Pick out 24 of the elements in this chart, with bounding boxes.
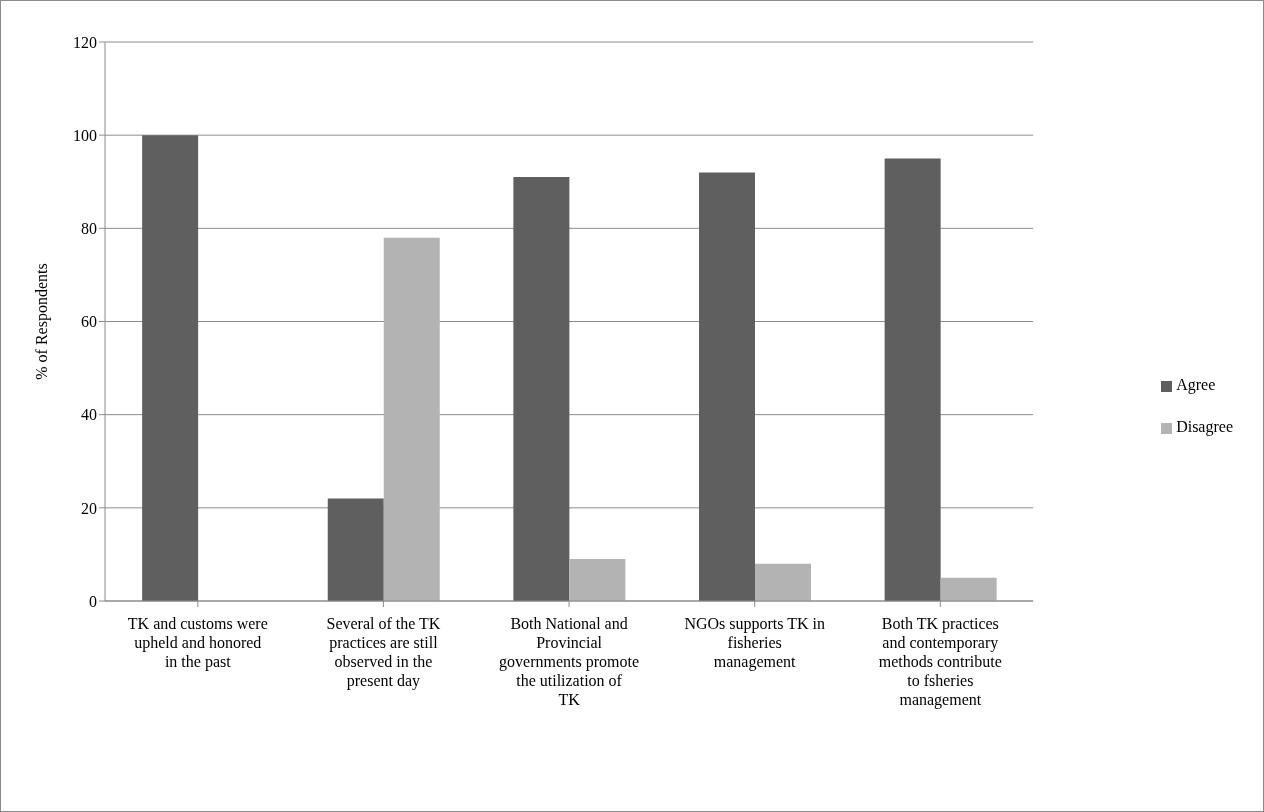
bar [569,559,626,601]
y-tick-label: 80 [81,220,97,238]
y-tick-label: 100 [73,126,97,144]
bar [940,577,997,601]
y-tick-label: 60 [81,313,97,331]
bar [884,158,941,601]
bar [699,172,756,601]
legend-label: Disagree [1176,418,1233,435]
y-axis-title: % of Respondents [32,263,51,380]
y-tick-label: 40 [81,406,97,424]
y-tick-label: 0 [89,592,97,610]
bar [755,563,812,601]
y-tick-label: 20 [81,499,97,517]
bar [383,237,440,601]
bar [142,135,199,601]
x-tick-label: NGOs supports TK in fisheries management [684,615,825,671]
y-tick-label: 120 [73,33,97,51]
bar [513,177,570,601]
x-tick-label: Several of the TK practices are still observed in the present day [326,615,441,690]
x-tick-label: Both TK practices and contemporary methods contribute to fsheries management [878,615,1002,709]
bar [327,498,384,601]
legend-label: Agree [1176,376,1216,393]
x-tick-label: Both National and Provincial governments promote the utilization of TK [499,615,640,708]
x-tick-label: TK and customs were upheld and honored in the past [127,615,268,671]
